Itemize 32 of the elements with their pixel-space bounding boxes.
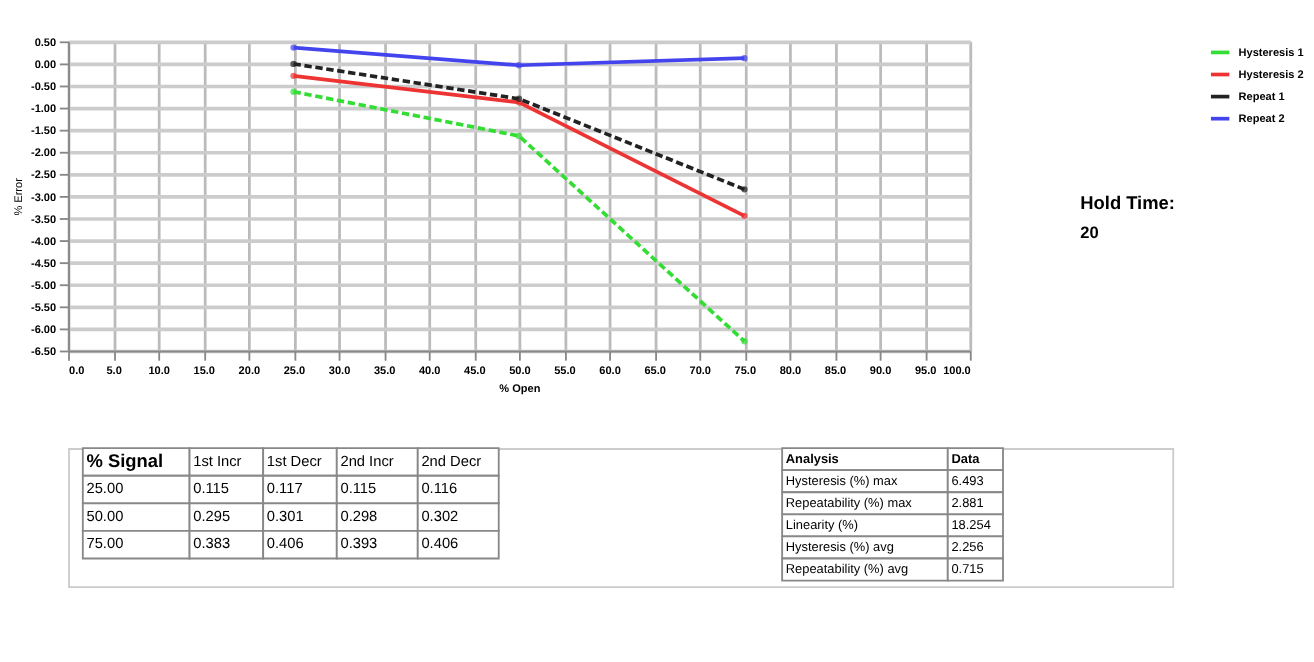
text: 0.393 [340, 534, 378, 553]
text: 0.301 [266, 506, 304, 525]
text: Hold Time: [1080, 192, 1175, 213]
text: 0.406 [266, 534, 304, 553]
point [290, 60, 297, 68]
text: 0.298 [340, 506, 378, 525]
point [741, 186, 748, 193]
text: 0.115 [340, 479, 377, 498]
text: 1st Incr [193, 451, 243, 470]
point [515, 62, 523, 69]
point [290, 72, 297, 80]
point [290, 44, 297, 51]
text: 75.00 [86, 534, 124, 553]
text: % Signal [86, 451, 164, 472]
text: 20 [1080, 224, 1100, 243]
text: 50.00 [86, 506, 124, 525]
text: 1st Decr [266, 451, 323, 470]
text: 0.302 [421, 506, 459, 525]
text: 0.117 [266, 479, 303, 498]
text: 25.00 [86, 479, 124, 498]
point [290, 88, 297, 95]
text: 2nd Decr [421, 451, 483, 470]
point [741, 54, 748, 62]
text: 0.295 [193, 506, 231, 525]
text: 2nd Incr [340, 451, 395, 470]
text: 0.383 [193, 534, 231, 553]
point [515, 132, 523, 140]
text: 0.406 [421, 534, 459, 553]
point [741, 338, 748, 345]
text: 0.116 [421, 479, 458, 498]
point [741, 212, 748, 220]
text: 0.115 [193, 479, 229, 498]
